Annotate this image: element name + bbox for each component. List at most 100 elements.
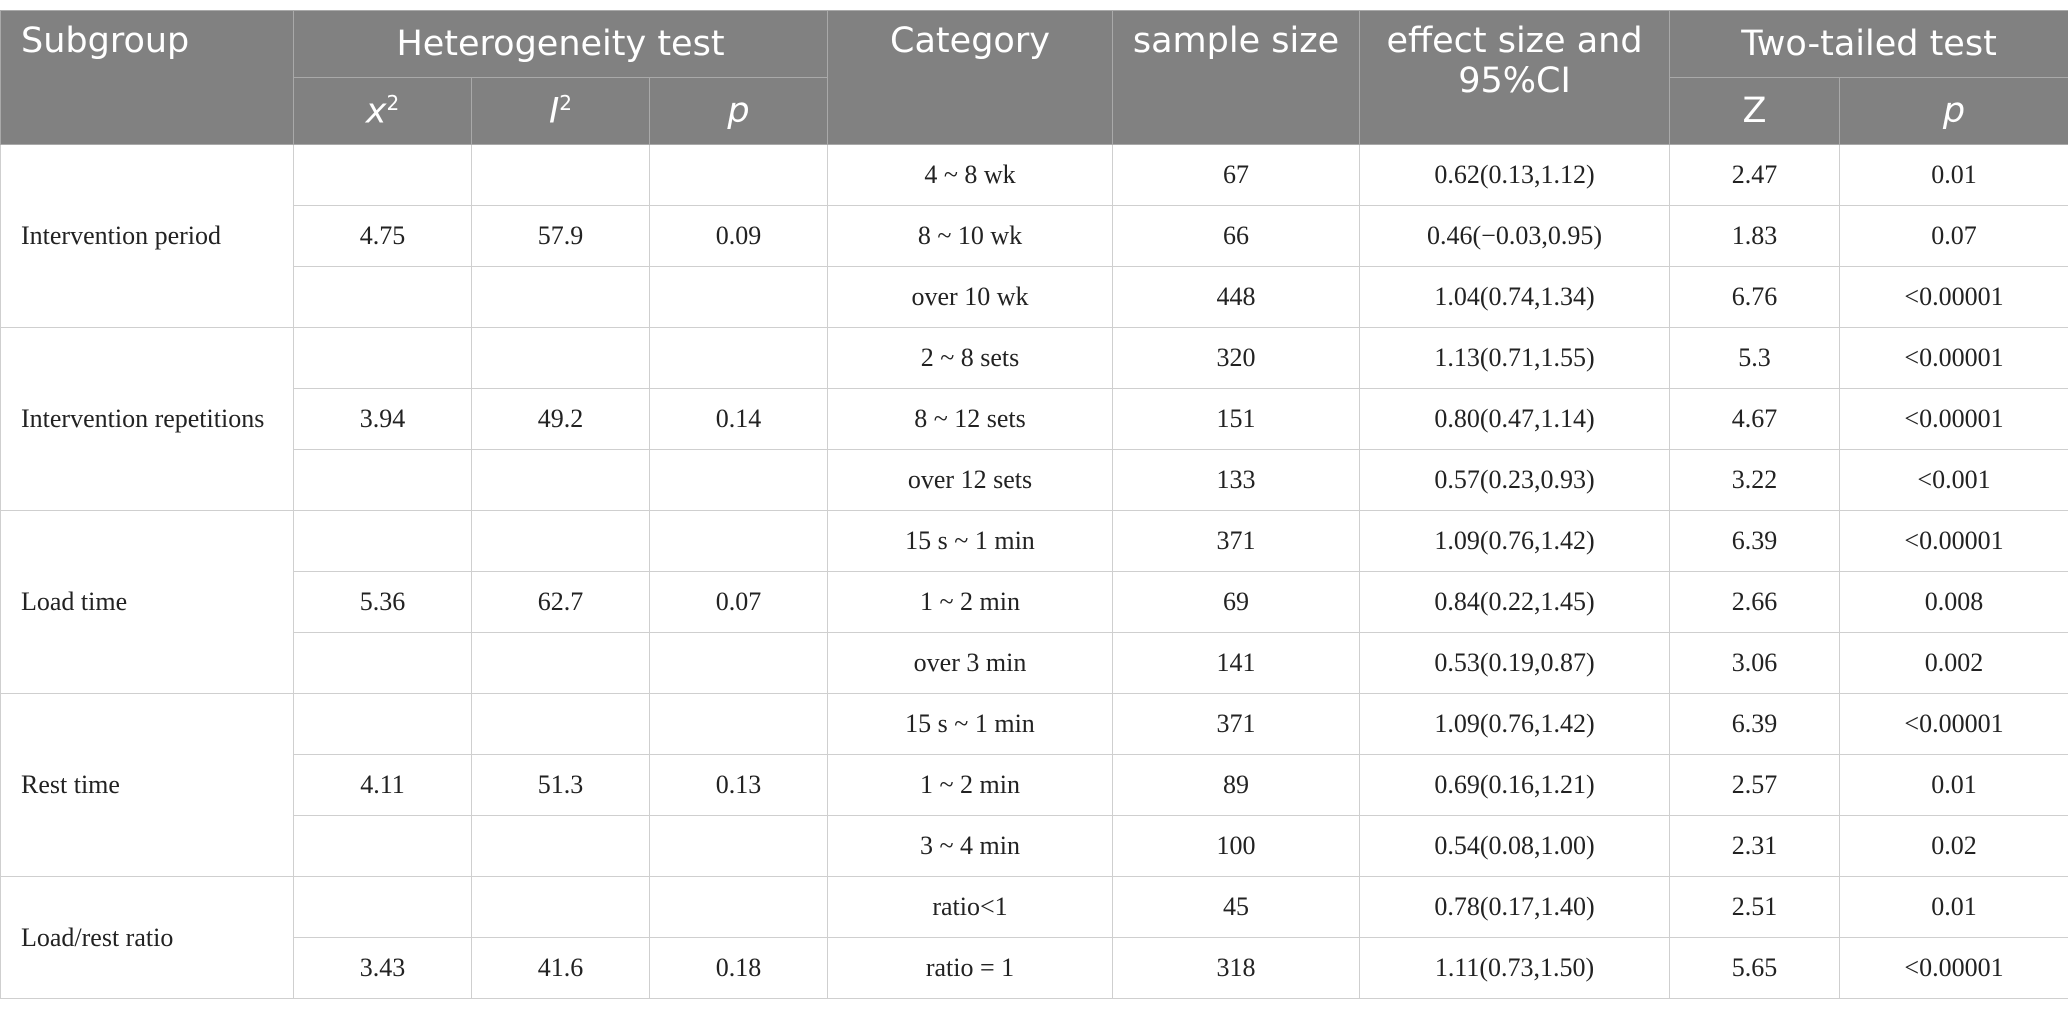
results-table: Subgroup Heterogeneity test Category sam… xyxy=(0,10,2068,999)
data-cell: 0.54(0.08,1.00) xyxy=(1359,815,1670,877)
subgroup-cell: Intervention repetitions xyxy=(0,327,294,511)
heterogeneity-cell: 4.11 xyxy=(293,754,472,816)
header-cell: p xyxy=(1839,77,2068,145)
table-header: Subgroup Heterogeneity test Category sam… xyxy=(0,10,2068,145)
data-cell: 100 xyxy=(1112,815,1360,877)
data-cell: 0.46(−0.03,0.95) xyxy=(1359,205,1670,267)
heterogeneity-cell xyxy=(649,876,828,938)
heterogeneity-cell: 62.7 xyxy=(471,571,650,633)
heterogeneity-cell xyxy=(293,144,472,206)
heterogeneity-cell xyxy=(471,815,650,877)
data-cell: 318 xyxy=(1112,937,1360,999)
heterogeneity-cell xyxy=(293,876,472,938)
table-row: 4.11 51.3 0.13 1 ~ 2 min 89 0.69(0.16,1.21) 2.… xyxy=(1,754,2068,816)
heterogeneity-cell xyxy=(293,693,472,755)
table-row: 5.36 62.7 0.07 1 ~ 2 min 69 0.84(0.22,1.45) 2.… xyxy=(1,571,2068,633)
heterogeneity-cell: 0.18 xyxy=(649,937,828,999)
subgroup-cell: Load/rest ratio xyxy=(0,876,294,999)
data-cell: over 3 min xyxy=(827,632,1113,694)
heterogeneity-cell xyxy=(471,632,650,694)
heterogeneity-cell xyxy=(471,876,650,938)
data-cell: 3 ~ 4 min xyxy=(827,815,1113,877)
data-cell: 45 xyxy=(1112,876,1360,938)
data-cell: 0.53(0.19,0.87) xyxy=(1359,632,1670,694)
data-cell: 2 ~ 8 sets xyxy=(827,327,1113,389)
data-cell: 2.31 xyxy=(1669,815,1840,877)
data-cell: 8 ~ 10 wk xyxy=(827,205,1113,267)
data-cell: 4.67 xyxy=(1669,388,1840,450)
table-row: 3 ~ 4 min 100 0.54(0.08,1.00) 2.31 0.02 xyxy=(1,815,2068,877)
data-cell: 0.002 xyxy=(1839,632,2068,694)
data-cell: 1.83 xyxy=(1669,205,1840,267)
table-row: 3.94 49.2 0.14 8 ~ 12 sets 151 0.80(0.47,1.14… xyxy=(1,388,2068,450)
data-cell: 1 ~ 2 min xyxy=(827,754,1113,816)
heterogeneity-cell xyxy=(649,693,828,755)
heterogeneity-cell: 41.6 xyxy=(471,937,650,999)
data-cell: 4 ~ 8 wk xyxy=(827,144,1113,206)
subgroup-cell: Rest time xyxy=(0,693,294,877)
heterogeneity-cell xyxy=(649,510,828,572)
data-cell: 371 xyxy=(1112,510,1360,572)
data-cell: 141 xyxy=(1112,632,1360,694)
header-text: I xyxy=(548,91,560,132)
header-sup: 2 xyxy=(559,90,573,115)
data-cell: 6.76 xyxy=(1669,266,1840,328)
data-cell: 0.80(0.47,1.14) xyxy=(1359,388,1670,450)
heterogeneity-cell xyxy=(293,510,472,572)
data-cell: 0.01 xyxy=(1839,754,2068,816)
data-cell: 2.47 xyxy=(1669,144,1840,206)
heterogeneity-cell xyxy=(649,449,828,511)
data-cell: 1.04(0.74,1.34) xyxy=(1359,266,1670,328)
data-cell: <0.00001 xyxy=(1839,266,2068,328)
heterogeneity-cell xyxy=(649,327,828,389)
data-cell: <0.00001 xyxy=(1839,510,2068,572)
table-row: over 12 sets 133 0.57(0.23,0.93) 3.22 <0.001 xyxy=(1,449,2068,511)
data-cell: 371 xyxy=(1112,693,1360,755)
header-cell: sample size xyxy=(1112,10,1360,145)
header-cell: Category xyxy=(827,10,1113,145)
header-cell: p xyxy=(649,77,828,145)
data-cell: ratio<1 xyxy=(827,876,1113,938)
data-cell: 320 xyxy=(1112,327,1360,389)
data-cell: 15 s ~ 1 min xyxy=(827,510,1113,572)
heterogeneity-cell xyxy=(649,144,828,206)
subgroup-cell: Intervention period xyxy=(0,144,294,328)
data-cell: 1.11(0.73,1.50) xyxy=(1359,937,1670,999)
table-body: Intervention period 4 ~ 8 wk 67 0.62(0.13,1… xyxy=(0,144,2068,999)
header-cell: I2 xyxy=(471,77,650,145)
data-cell: 0.69(0.16,1.21) xyxy=(1359,754,1670,816)
data-cell: <0.00001 xyxy=(1839,388,2068,450)
table-row: Rest time 15 s ~ 1 min 371 1.09(0.76,1.42) 6… xyxy=(0,693,2068,877)
subgroup-cell: Load time xyxy=(0,510,294,694)
data-cell: 3.22 xyxy=(1669,449,1840,511)
data-cell: <0.00001 xyxy=(1839,327,2068,389)
heterogeneity-cell: 3.43 xyxy=(293,937,472,999)
data-cell: 1.09(0.76,1.42) xyxy=(1359,693,1670,755)
heterogeneity-cell xyxy=(649,815,828,877)
table-row: Load time 15 s ~ 1 min 371 1.09(0.76,1.42) 6… xyxy=(0,510,2068,694)
data-cell: 151 xyxy=(1112,388,1360,450)
data-cell: <0.00001 xyxy=(1839,937,2068,999)
data-cell: 5.3 xyxy=(1669,327,1840,389)
data-cell: 0.57(0.23,0.93) xyxy=(1359,449,1670,511)
heterogeneity-cell: 51.3 xyxy=(471,754,650,816)
data-cell: 0.01 xyxy=(1839,876,2068,938)
heterogeneity-cell xyxy=(471,266,650,328)
data-cell: 0.84(0.22,1.45) xyxy=(1359,571,1670,633)
header-text: p xyxy=(1942,91,1966,131)
heterogeneity-cell xyxy=(471,327,650,389)
header-cell: Z xyxy=(1669,77,1840,145)
data-cell: 2.57 xyxy=(1669,754,1840,816)
table-row: over 3 min 141 0.53(0.19,0.87) 3.06 0.002 xyxy=(1,632,2068,694)
table-row: 3.43 41.6 0.18 ratio = 1 318 1.11(0.73,1.50) 5… xyxy=(1,937,2068,999)
heterogeneity-cell: 4.75 xyxy=(293,205,472,267)
heterogeneity-cell xyxy=(293,632,472,694)
heterogeneity-cell: 0.09 xyxy=(649,205,828,267)
data-cell: 0.02 xyxy=(1839,815,2068,877)
data-cell: 448 xyxy=(1112,266,1360,328)
table-row: 4.75 57.9 0.09 8 ~ 10 wk 66 0.46(−0.03,0.95) 1… xyxy=(1,205,2068,267)
heterogeneity-cell: 57.9 xyxy=(471,205,650,267)
heterogeneity-cell: 0.13 xyxy=(649,754,828,816)
data-cell: <0.00001 xyxy=(1839,693,2068,755)
